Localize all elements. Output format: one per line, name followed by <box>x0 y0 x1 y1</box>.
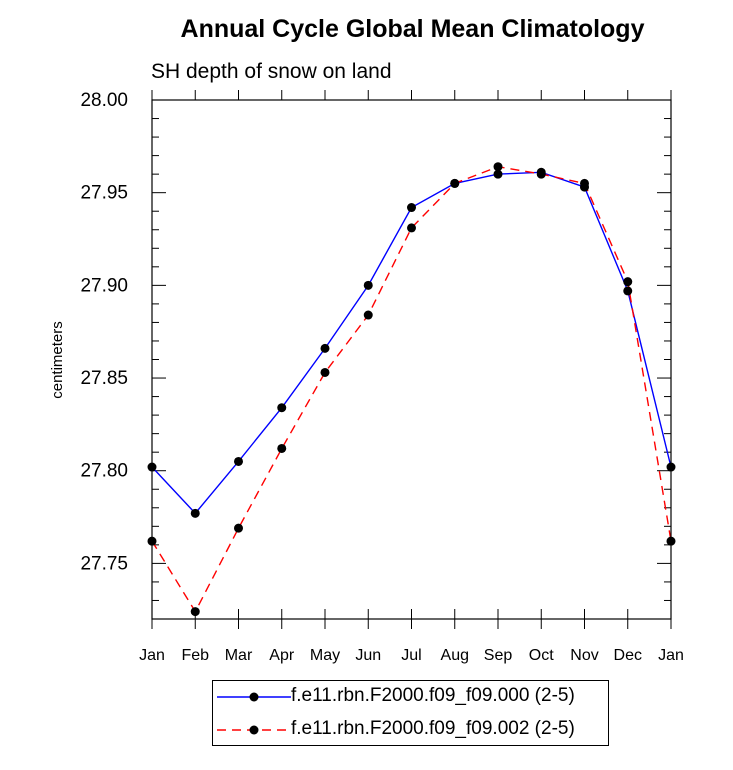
y-tick-label: 27.80 <box>80 461 128 482</box>
legend-swatch-series-1 <box>217 692 291 702</box>
series-1-point <box>493 169 503 179</box>
y-tick-label: 27.85 <box>80 368 128 389</box>
x-tick-label: Jan <box>139 647 165 664</box>
series-2-point <box>320 367 330 377</box>
x-tick-label: Jun <box>355 647 381 664</box>
legend: f.e11.rbn.F2000.f09_f09.000 (2-5) f.e11.… <box>212 680 609 746</box>
legend-label-series-2: f.e11.rbn.F2000.f09_f09.002 (2-5) <box>291 718 575 739</box>
x-tick-label: Sep <box>484 647 513 664</box>
y-axis-label: centimeters <box>49 321 66 399</box>
plot-area: 27.75 27.80 27.85 27.90 27.95 28.00 Jan Feb Mar A… <box>49 90 684 664</box>
x-tick-label: Oct <box>529 647 554 664</box>
series-2-point <box>277 443 287 453</box>
series-2-point <box>623 277 633 287</box>
series-1-point <box>407 203 416 213</box>
chart-subtitle: SH depth of snow on land <box>151 60 392 83</box>
x-tick-label: Jan <box>658 647 684 664</box>
series-2-point <box>407 223 416 233</box>
series-1-point <box>320 343 330 353</box>
y-tick-label: 27.90 <box>80 275 128 296</box>
series-2-point <box>580 178 589 188</box>
x-tick-label: Aug <box>441 647 469 664</box>
x-tick-label: Feb <box>181 647 209 664</box>
y-tick-label: 27.95 <box>80 183 128 204</box>
series-2-point <box>190 607 200 617</box>
legend-entry-series-2: f.e11.rbn.F2000.f09_f09.002 (2-5) <box>213 714 608 746</box>
x-tick-label: Nov <box>570 647 598 664</box>
plot-frame <box>151 99 672 620</box>
series-line-2 <box>151 165 672 614</box>
series-1-point <box>234 456 243 466</box>
series-1-point <box>623 286 633 296</box>
y-tick-label: 28.00 <box>80 90 128 111</box>
series-2-point <box>234 523 243 533</box>
series-2-point <box>450 178 460 188</box>
series-1-point <box>190 508 200 518</box>
x-tick-label: May <box>310 647 340 664</box>
legend-entry-series-1: f.e11.rbn.F2000.f09_f09.000 (2-5) <box>213 681 608 713</box>
chart-title: Annual Cycle Global Mean Climatology <box>180 15 645 43</box>
x-tick-label: Mar <box>225 647 253 664</box>
series-1-point <box>363 280 373 290</box>
x-tick-label: Dec <box>614 647 642 664</box>
series-2-point <box>536 169 546 179</box>
series-2-point <box>363 310 373 320</box>
x-tick-label: Apr <box>269 647 295 664</box>
series-1-point <box>277 403 287 413</box>
x-tick-label: Jul <box>401 647 421 664</box>
legend-swatch-series-2 <box>217 725 291 735</box>
series-2-point <box>493 162 503 172</box>
y-tick-label: 27.75 <box>80 553 128 574</box>
legend-label-series-1: f.e11.rbn.F2000.f09_f09.000 (2-5) <box>291 685 575 706</box>
